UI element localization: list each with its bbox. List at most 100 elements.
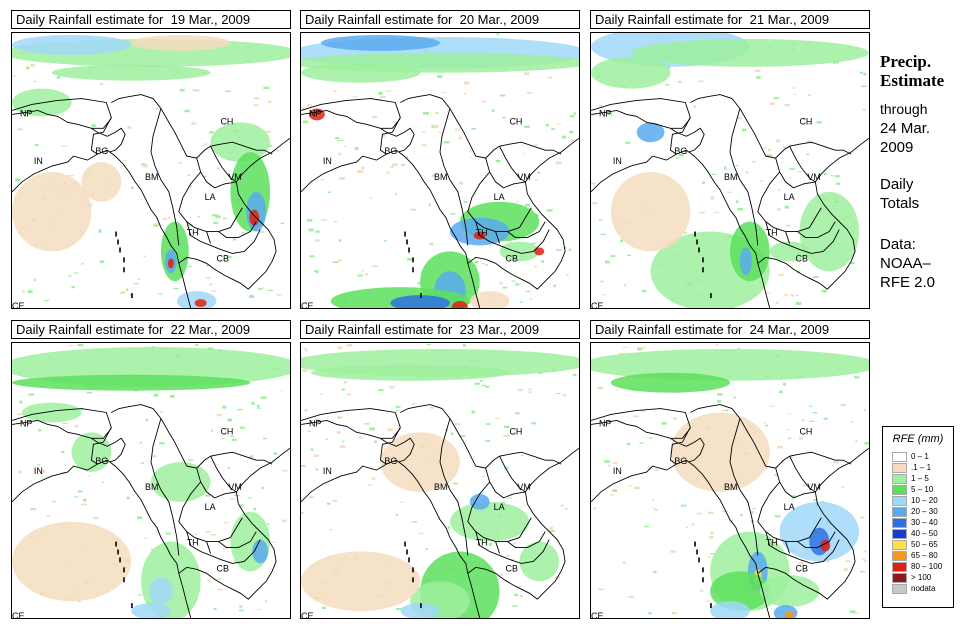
rain-speckle xyxy=(599,219,603,221)
rain-speckle xyxy=(601,294,607,296)
country-boundary xyxy=(97,459,192,618)
rain-speckle xyxy=(334,137,340,140)
country-label: BG xyxy=(95,456,108,466)
country-label: IN xyxy=(34,156,43,166)
country-label: CH xyxy=(799,426,812,436)
rain-speckle xyxy=(598,588,605,590)
rain-speckle xyxy=(421,143,427,147)
rain-speckle xyxy=(248,497,252,499)
rain-speckle xyxy=(447,526,451,529)
rain-area xyxy=(710,571,770,612)
country-boundary xyxy=(439,108,469,246)
country-label: CE xyxy=(301,611,313,618)
rain-speckle xyxy=(418,532,424,535)
country-boundary xyxy=(210,145,237,183)
rain-speckle xyxy=(239,426,245,429)
rain-speckle xyxy=(429,406,435,409)
legend-label: 80 – 100 xyxy=(911,561,943,571)
island xyxy=(698,247,700,253)
rain-speckle xyxy=(436,75,443,78)
island xyxy=(119,557,121,563)
rain-speckle xyxy=(479,379,483,382)
rain-speckle xyxy=(33,80,37,83)
rain-speckle xyxy=(386,171,390,174)
rain-speckle xyxy=(392,163,398,167)
rain-speckle xyxy=(216,413,222,417)
legend-swatch xyxy=(892,506,907,517)
rain-area xyxy=(591,56,671,89)
island xyxy=(710,293,712,299)
rain-speckle xyxy=(651,498,655,501)
country-boundary xyxy=(765,221,840,254)
rain-speckle xyxy=(390,166,394,168)
legend-label: 50 – 65 xyxy=(911,539,938,549)
rain-speckle xyxy=(769,102,775,105)
rain-speckle xyxy=(170,394,175,398)
rain-speckle xyxy=(482,476,485,478)
country-boundary xyxy=(91,127,126,153)
rain-speckle xyxy=(310,448,314,451)
rain-speckle xyxy=(30,508,36,511)
rain-speckle xyxy=(15,178,21,182)
data-source-text: Data: NOAA– RFE 2.0 xyxy=(880,235,935,292)
rain-speckle xyxy=(225,90,231,93)
rain-speckle xyxy=(140,462,145,464)
legend-swatch xyxy=(892,517,907,528)
rain-speckle xyxy=(823,172,827,176)
rain-speckle xyxy=(333,220,338,223)
rain-speckle xyxy=(327,191,332,193)
rain-speckle xyxy=(367,484,372,486)
rain-speckle xyxy=(737,207,744,211)
rain-speckle xyxy=(222,217,228,220)
data-line2: NOAA– xyxy=(880,255,931,272)
rain-speckle xyxy=(173,288,179,290)
island xyxy=(696,549,698,555)
rain-speckle xyxy=(143,255,146,258)
rain-speckle xyxy=(511,280,516,282)
country-label: BG xyxy=(384,456,397,466)
rain-speckle xyxy=(790,294,794,297)
rain-speckle xyxy=(722,409,726,412)
rain-speckle xyxy=(222,405,227,409)
country-label: CB xyxy=(506,253,518,263)
rain-speckle xyxy=(455,128,461,131)
rain-speckle xyxy=(262,437,268,440)
rain-speckle xyxy=(861,85,867,88)
island xyxy=(408,557,410,563)
rain-speckle xyxy=(321,218,327,221)
rain-speckle xyxy=(378,91,383,95)
country-boundary xyxy=(789,455,816,493)
rain-speckle xyxy=(407,252,410,255)
rain-speckle xyxy=(796,171,802,173)
legend-label: 40 – 50 xyxy=(911,528,938,538)
rain-speckle xyxy=(763,422,766,424)
rain-speckle xyxy=(699,589,704,592)
island xyxy=(406,239,408,245)
rain-speckle xyxy=(101,481,105,484)
rain-speckle xyxy=(661,422,667,425)
map-canvas: NP CH IN BG BM VM LA TH CB CE xyxy=(12,343,290,618)
rain-speckle xyxy=(179,88,185,92)
rain-speckle xyxy=(258,288,262,291)
rain-speckle xyxy=(788,437,792,440)
rainfall-map: NP CH IN BG BM VM LA TH CB CE xyxy=(590,342,870,619)
rain-speckle xyxy=(340,139,345,141)
country-boundary xyxy=(400,404,562,469)
country-boundary xyxy=(301,419,401,439)
rain-area xyxy=(320,34,440,51)
rain-area xyxy=(710,601,750,618)
rain-speckle xyxy=(845,560,850,562)
rain-speckle xyxy=(357,170,364,173)
rain-speckle xyxy=(622,561,626,564)
rain-speckle xyxy=(502,286,508,289)
map-canvas: NP CH IN BG BM VM LA TH CB CE xyxy=(12,34,290,308)
rain-speckle xyxy=(155,222,160,226)
rain-speckle xyxy=(637,347,643,351)
rain-speckle xyxy=(339,445,346,448)
rain-speckle xyxy=(653,571,657,574)
rain-speckle xyxy=(597,386,604,390)
island xyxy=(131,293,133,299)
country-boundary xyxy=(757,481,822,543)
rain-speckle xyxy=(843,568,848,571)
rain-speckle xyxy=(503,425,510,428)
